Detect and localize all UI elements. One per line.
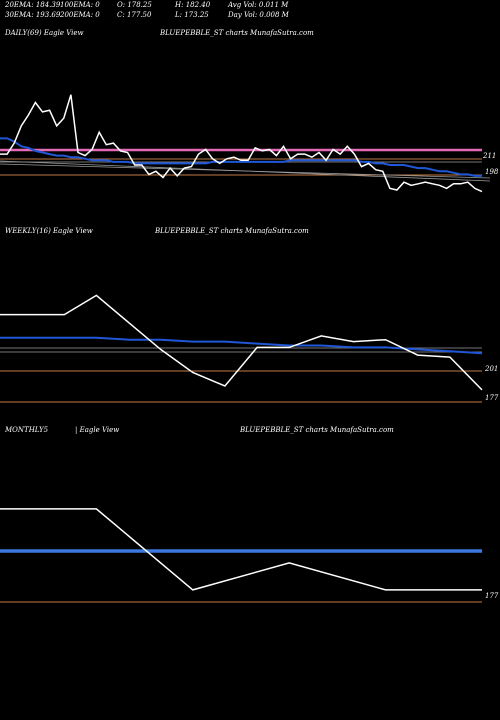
daily-ema-line [0,137,482,177]
daily-title: DAILY(69) Eagle View [5,29,84,37]
weekly-title: WEEKLY(16) Eagle View [5,227,93,235]
daily-level-label-198: 198 [485,168,499,176]
low-label: L: 173.25 [175,11,209,19]
monthly-level-label-177: 177 [485,592,499,600]
daily-trend-line-2 [0,163,491,179]
daily-brand: BLUEPEBBLE_ST charts MunafaSutra.com [160,29,314,37]
monthly-view: | Eagle View [75,426,120,434]
monthly-title: MONTHLY5 [5,426,49,434]
weekly-price-line [0,294,483,391]
open-label: O: 178.25 [117,1,152,9]
ema200-label: 200EMA: 0 [60,11,100,19]
daily-level-label-211: 211 [482,152,496,160]
day-vol-label: Day Vol: 0.008 M [228,11,289,19]
monthly-brand: BLUEPEBBLE_ST charts MunafaSutra.com [240,426,394,434]
weekly-brand: BLUEPEBBLE_ST charts MunafaSutra.com [155,227,309,235]
ema20-label: 20EMA: 184.39 [5,1,61,9]
weekly-level-label-177: 177 [485,394,499,402]
monthly-chart: 177 [0,508,499,603]
weekly-chart: 201 177 [0,294,499,403]
high-label: H: 182.40 [175,1,211,9]
weekly-ema-line [0,336,483,355]
monthly-price-line [0,508,482,591]
close-label: C: 177.50 [117,11,152,19]
avg-vol-label: Avg Vol: 0.011 M [228,1,289,9]
ema100-label: 100EMA: 0 [60,1,100,9]
ema30-label: 30EMA: 193.69 [5,11,61,19]
weekly-level-label-201: 201 [484,365,498,373]
daily-price-line [0,94,483,193]
daily-chart: 211 198 [0,94,499,193]
